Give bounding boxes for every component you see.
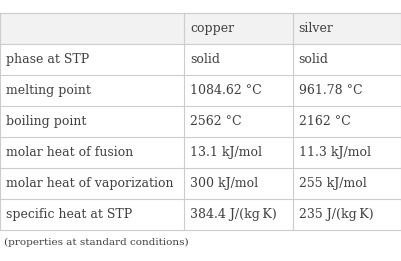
Bar (293, 168, 401, 199)
Bar (184, 137, 293, 168)
Text: silver: silver (299, 22, 334, 35)
Text: 2162 °C: 2162 °C (299, 115, 350, 128)
Text: solid: solid (299, 53, 329, 66)
Text: 235 J/(kg K): 235 J/(kg K) (299, 208, 373, 221)
Text: melting point: melting point (6, 84, 91, 97)
Bar (0, 199, 184, 230)
Bar (293, 75, 401, 106)
Bar (0, 13, 184, 44)
Bar (293, 199, 401, 230)
Bar (184, 106, 293, 137)
Bar (293, 106, 401, 137)
Bar (184, 13, 293, 44)
Text: specific heat at STP: specific heat at STP (6, 208, 132, 221)
Text: 11.3 kJ/mol: 11.3 kJ/mol (299, 146, 371, 159)
Text: 300 kJ/mol: 300 kJ/mol (190, 177, 259, 190)
Bar (0, 44, 184, 75)
Text: 2562 °C: 2562 °C (190, 115, 242, 128)
Text: molar heat of fusion: molar heat of fusion (6, 146, 133, 159)
Bar (293, 137, 401, 168)
Text: 13.1 kJ/mol: 13.1 kJ/mol (190, 146, 263, 159)
Bar (184, 44, 293, 75)
Text: 961.78 °C: 961.78 °C (299, 84, 363, 97)
Text: copper: copper (190, 22, 235, 35)
Bar (293, 44, 401, 75)
Bar (184, 168, 293, 199)
Text: solid: solid (190, 53, 221, 66)
Bar (0, 168, 184, 199)
Text: 1084.62 °C: 1084.62 °C (190, 84, 262, 97)
Bar (293, 13, 401, 44)
Text: 384.4 J/(kg K): 384.4 J/(kg K) (190, 208, 277, 221)
Text: molar heat of vaporization: molar heat of vaporization (6, 177, 174, 190)
Bar (0, 75, 184, 106)
Bar (184, 75, 293, 106)
Bar (184, 199, 293, 230)
Text: 255 kJ/mol: 255 kJ/mol (299, 177, 367, 190)
Text: phase at STP: phase at STP (6, 53, 89, 66)
Text: boiling point: boiling point (6, 115, 86, 128)
Bar (0, 137, 184, 168)
Bar (0, 106, 184, 137)
Text: (properties at standard conditions): (properties at standard conditions) (4, 238, 188, 247)
